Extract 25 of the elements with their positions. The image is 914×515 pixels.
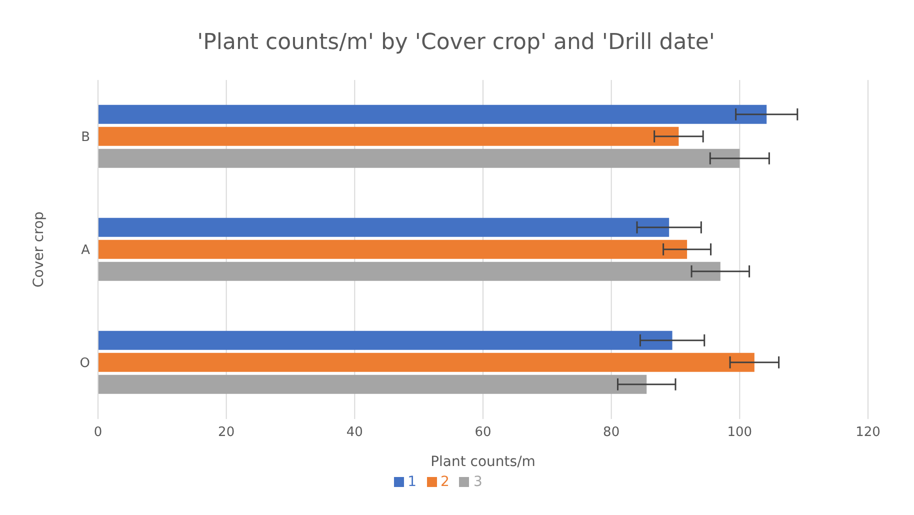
y-tick-label: O — [80, 356, 90, 372]
y-tick-label: B — [81, 130, 90, 146]
x-axis-title: Plant counts/m — [430, 454, 536, 470]
bar — [98, 218, 670, 237]
x-tick-label: 20 — [218, 425, 235, 440]
chart-title: 'Plant counts/m' by 'Cover crop' and 'Drill date' — [196, 29, 716, 57]
bar — [98, 240, 688, 259]
y-tick-label: A — [81, 243, 90, 258]
bar — [98, 352, 754, 372]
x-tick-label: 80 — [603, 425, 620, 440]
bar — [98, 126, 679, 146]
legend-label: 1 — [408, 474, 417, 490]
bar — [98, 330, 672, 350]
legend-label: 3 — [473, 474, 482, 490]
bar — [98, 262, 720, 281]
bar — [98, 104, 767, 124]
x-tick-label: 40 — [346, 425, 363, 440]
x-tick-label: 100 — [727, 425, 752, 440]
legend-label: 2 — [440, 474, 450, 490]
x-tick-label: 60 — [474, 425, 492, 440]
y-axis-title: Cover crop — [30, 211, 47, 288]
x-tick-label: 0 — [94, 425, 102, 440]
bar — [98, 148, 740, 168]
bar — [98, 374, 647, 394]
x-tick-label: 120 — [856, 425, 880, 440]
